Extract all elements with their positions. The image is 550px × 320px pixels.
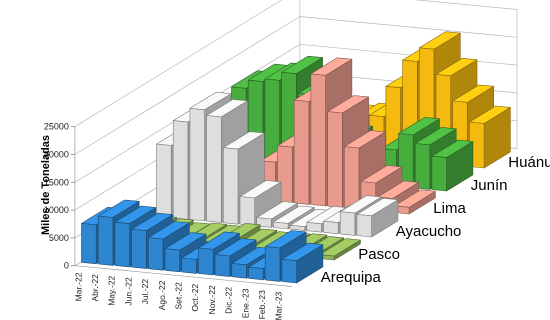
bar-front (323, 220, 339, 235)
gridline-back (299, 43, 518, 66)
x-tick-label: Mar.-22 (73, 272, 83, 301)
chart-bars (81, 31, 511, 284)
bar-front (327, 111, 343, 208)
x-tick-label: Oct.-22 (190, 283, 200, 311)
x-tick-label: Ago.-22 (157, 280, 167, 310)
bar (356, 198, 399, 238)
gridline-back (299, 16, 518, 38)
bar-front (81, 223, 97, 265)
bar-front (214, 254, 231, 277)
bar-front (248, 266, 264, 281)
x-tick-label: Dic.-22 (224, 287, 234, 314)
bar-front (231, 263, 247, 279)
x-tick-label: Jul.-22 (140, 279, 150, 305)
bar-front (189, 108, 205, 222)
series-label: Lima (433, 200, 466, 217)
y-axis-title: Miles de Toneladas (40, 135, 52, 235)
y-tick-label: 20000 (44, 150, 69, 160)
x-tick-label: Jun.-22 (123, 277, 133, 306)
bar-front (206, 115, 222, 223)
bar-front (343, 146, 360, 210)
series-label: Huánuco (508, 154, 550, 171)
bar-front (310, 73, 326, 207)
bar-front (414, 143, 431, 190)
bar-front (148, 237, 164, 271)
gridline-side (74, 16, 301, 155)
bar (469, 105, 511, 169)
bar-front (181, 257, 197, 274)
bar-front (306, 222, 322, 233)
bar-front (156, 143, 172, 219)
x-tick-label: Abr.-22 (90, 274, 100, 302)
series-label: Junín (471, 177, 508, 194)
x-tick-label: Set.-22 (173, 282, 183, 310)
gridline-side (74, 0, 283, 127)
bar-front (97, 215, 114, 266)
series-ayacucho (156, 91, 399, 238)
floor-edge-front (74, 265, 293, 287)
bar-front (131, 229, 147, 269)
y-tick-label: 10000 (44, 205, 69, 215)
x-tick-label: Nov.-22 (207, 285, 217, 314)
bar-front (281, 258, 297, 284)
chart-labels: 0 5000 10000 15000 20000 25000 Mar.-22 Abr.-22 M… (44, 122, 550, 320)
bar-front (264, 246, 281, 282)
bar-front (356, 214, 372, 238)
x-tick-label: May.-22 (107, 275, 117, 305)
bar-front (431, 155, 447, 192)
series-label: Ayacucho (396, 223, 462, 240)
bar (394, 189, 436, 215)
bar-front (114, 221, 130, 268)
y-tick-label: 5000 (49, 233, 69, 243)
bar-front (339, 211, 356, 236)
bar-front (273, 221, 289, 230)
x-tick-label: Ene.-23 (240, 288, 250, 318)
y-tick-label: 25000 (44, 122, 69, 132)
bar-front (198, 247, 214, 276)
series-label: Pasco (358, 246, 400, 263)
bar (281, 242, 324, 284)
series-arequipa (81, 199, 324, 284)
x-tick-label: Mar.-23 (274, 291, 284, 320)
bar-front (289, 225, 306, 231)
y-tick-label: 15000 (44, 177, 69, 187)
bar-front (164, 248, 180, 273)
bar-front (293, 99, 310, 205)
bar (431, 139, 474, 192)
y-tick-label: 0 (64, 261, 69, 271)
bar-front (223, 147, 239, 225)
bar-front (239, 196, 255, 227)
series-label: Arequipa (321, 269, 382, 286)
gridline-back (414, 0, 518, 10)
bar-front (172, 120, 189, 220)
x-tick-label: Feb.-23 (257, 290, 267, 320)
